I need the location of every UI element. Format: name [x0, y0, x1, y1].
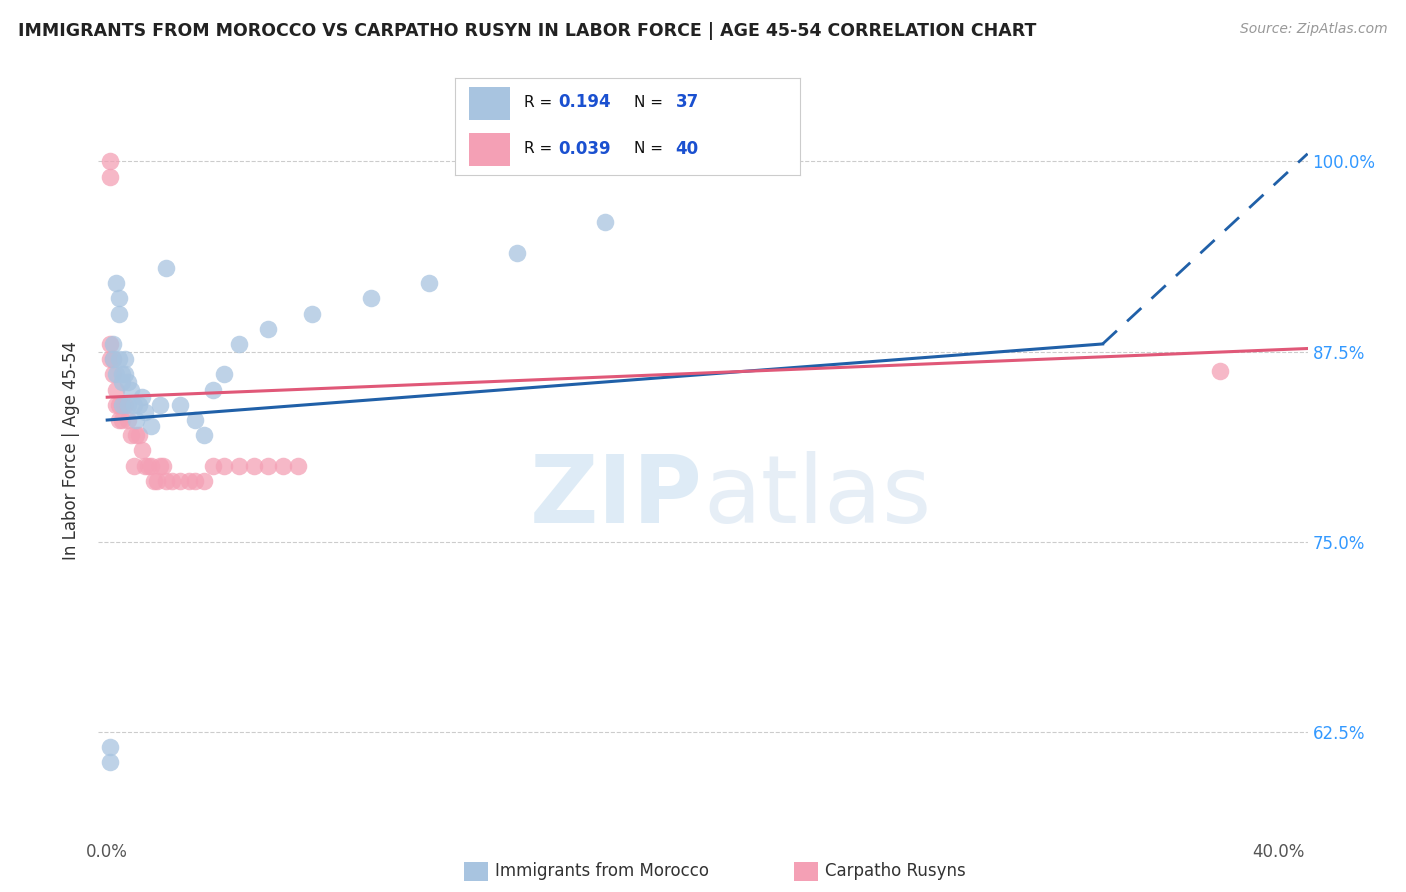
- Point: [214, 458, 236, 473]
- Point: [104, 368, 127, 382]
- Text: IMMIGRANTS FROM MOROCCO VS CARPATHO RUSYN IN LABOR FORCE | AGE 45-54 CORRELATION: IMMIGRANTS FROM MOROCCO VS CARPATHO RUSY…: [18, 22, 1036, 40]
- Point: [104, 398, 127, 412]
- Text: Carpatho Rusyns: Carpatho Rusyns: [825, 863, 966, 880]
- Point: [98, 740, 121, 755]
- Text: Immigrants from Morocco: Immigrants from Morocco: [495, 863, 709, 880]
- Point: [160, 474, 183, 488]
- Point: [101, 352, 124, 367]
- Point: [101, 352, 124, 367]
- Point: [271, 458, 294, 473]
- Point: [131, 390, 153, 404]
- Point: [117, 398, 139, 412]
- Point: [301, 306, 323, 320]
- Point: [152, 458, 174, 473]
- Point: [111, 368, 134, 382]
- Point: [257, 458, 280, 473]
- Point: [139, 458, 162, 473]
- Point: [134, 405, 156, 419]
- Point: [143, 474, 166, 488]
- Point: [506, 245, 529, 260]
- Point: [108, 352, 131, 367]
- Point: [117, 413, 139, 427]
- Point: [108, 413, 131, 427]
- Point: [169, 474, 191, 488]
- Point: [104, 383, 127, 397]
- Point: [122, 398, 145, 412]
- Point: [117, 375, 139, 389]
- Point: [193, 474, 215, 488]
- Point: [104, 276, 127, 290]
- Point: [201, 383, 224, 397]
- Point: [98, 169, 121, 184]
- Point: [155, 260, 177, 275]
- Point: [111, 398, 134, 412]
- Point: [149, 398, 172, 412]
- Point: [128, 398, 150, 412]
- Point: [120, 383, 142, 397]
- Point: [179, 474, 201, 488]
- Point: [184, 474, 207, 488]
- Point: [360, 291, 382, 305]
- Point: [131, 443, 153, 458]
- Point: [155, 474, 177, 488]
- Point: [593, 215, 616, 229]
- Point: [120, 428, 142, 442]
- Point: [125, 413, 148, 427]
- Point: [111, 398, 134, 412]
- Point: [128, 428, 150, 442]
- Point: [111, 375, 134, 389]
- Point: [114, 398, 136, 412]
- Point: [98, 154, 121, 169]
- Point: [114, 368, 136, 382]
- Point: [98, 352, 121, 367]
- Point: [134, 458, 156, 473]
- Text: ZIP: ZIP: [530, 451, 703, 543]
- Point: [149, 458, 172, 473]
- Point: [228, 458, 250, 473]
- Point: [1209, 364, 1232, 378]
- Point: [169, 398, 191, 412]
- Point: [122, 458, 145, 473]
- Point: [108, 291, 131, 305]
- Point: [136, 458, 159, 473]
- Point: [214, 368, 236, 382]
- Point: [101, 337, 124, 351]
- Point: [108, 306, 131, 320]
- Point: [111, 413, 134, 427]
- Point: [125, 428, 148, 442]
- Point: [98, 756, 121, 770]
- Point: [184, 413, 207, 427]
- Point: [418, 276, 440, 290]
- Point: [108, 398, 131, 412]
- Point: [193, 428, 215, 442]
- Y-axis label: In Labor Force | Age 45-54: In Labor Force | Age 45-54: [62, 341, 80, 560]
- Point: [242, 458, 264, 473]
- Point: [228, 337, 250, 351]
- Point: [114, 352, 136, 367]
- Point: [101, 368, 124, 382]
- Point: [98, 337, 121, 351]
- Point: [146, 474, 169, 488]
- Text: Source: ZipAtlas.com: Source: ZipAtlas.com: [1240, 22, 1388, 37]
- Point: [257, 322, 280, 336]
- Text: atlas: atlas: [703, 451, 931, 543]
- Point: [201, 458, 224, 473]
- Point: [287, 458, 309, 473]
- Point: [139, 419, 162, 434]
